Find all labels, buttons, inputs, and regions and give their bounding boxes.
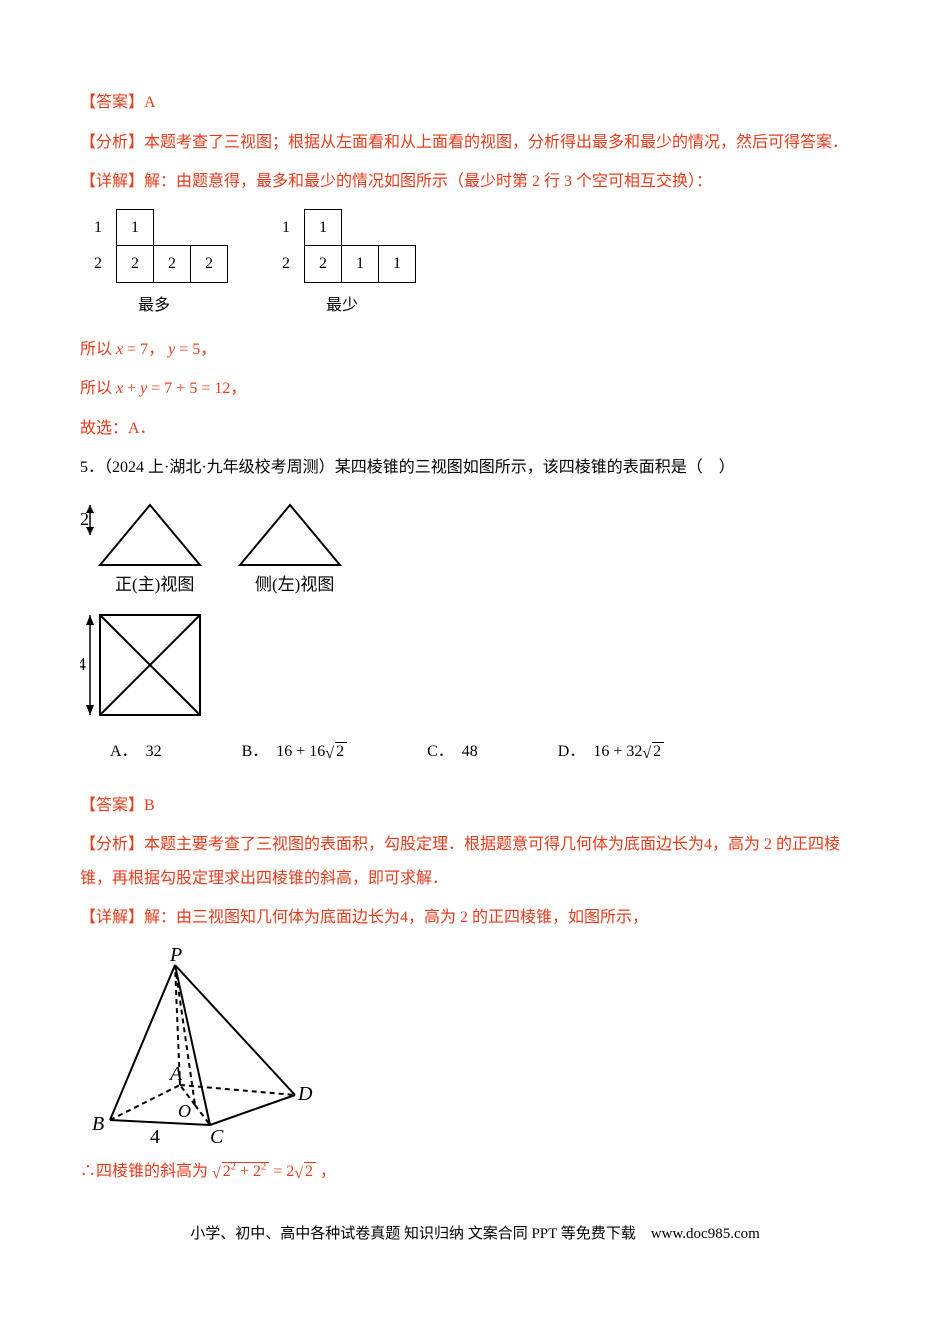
cell: 1 [117,209,154,246]
answer2-label: 【答案】 [80,797,144,814]
opt-b-label: B． [242,735,269,769]
detail-2: 【详解】解：由三视图知几何体为底面边长为4，高为 2 的正四棱锥，如图所示， [80,901,870,935]
detail-1: 【详解】解：由题意得，最多和最少的情况如图所示（最少时第 2 行 3 个空可相互… [80,165,870,199]
cell [342,209,379,246]
opt-d-prefix: 16 + 32 [593,743,642,760]
top-view: 4 [80,615,200,715]
grid-least: 1 1 2 2 1 1 [268,209,416,283]
cell [154,209,191,246]
answer-2: 【答案】B [80,789,870,823]
label-O: O [178,1101,191,1121]
label-B: B [92,1113,104,1135]
opt-a-val: 32 [146,735,162,769]
q5-src: （2024 上·湖北·九年级校考周测） [104,459,335,476]
cell: 2 [80,246,117,283]
detail-label: 【详解】 [80,173,144,190]
opt-a-label: A． [110,735,138,769]
opt-b-sqrt: 2 [335,742,347,760]
so-y-eq: y = 5 [168,341,200,358]
caption-least: 最少 [326,289,358,323]
so-sum-eq: x + y = 7 + 5 = 12 [116,380,230,397]
label-D: D [297,1083,313,1105]
opt-b-val: 16 + 16 2 [276,735,347,769]
so-x-suf: ， [148,341,164,358]
tables-row: 1 1 2 2 2 2 最多 1 1 [80,209,870,323]
slant-rad: 22 + 22 [222,1162,269,1180]
front-height: 2 [80,509,89,529]
answer2-value: B [144,797,155,814]
opt-d-sqrt: 2 [652,742,664,760]
slant-pre: ∴四棱锥的斜高为 [80,1163,208,1180]
cell: 1 [268,209,305,246]
grid-most: 1 1 2 2 2 2 [80,209,228,283]
slant-sqrt: 2 [304,1162,316,1180]
q5-num: 5． [80,459,104,476]
table-most: 1 1 2 2 2 2 最多 [80,209,228,323]
answer-1: 【答案】A [80,86,870,120]
so-y-suf: ， [200,341,216,358]
therefore-1: 故选：A． [80,412,870,446]
detail2-label: 【详解】 [80,909,144,926]
label-base: 4 [150,1126,160,1145]
analysis2-text: 本题主要考查了三视图的表面积，勾股定理．根据题意可得几何体为底面边长为4，高为 … [80,836,840,887]
opt-c-val: 48 [462,735,478,769]
pyramid-svg: P A B C D O 4 [80,945,320,1145]
label-P: P [169,945,182,966]
cell: 1 [379,246,416,283]
cell [191,209,228,246]
side-view: 侧(左)视图 [240,505,340,594]
slant-mid: = 2 [273,1163,294,1180]
answer-value: A [144,94,156,111]
analysis-2: 【分析】本题主要考查了三视图的表面积，勾股定理．根据题意可得几何体为底面边长为4… [80,828,870,895]
slant-expr: 22 + 22 = 2 2 [212,1163,320,1180]
analysis-text: 本题考查了三视图；根据从左面看和从上面看的视图，分析得出最多和最少的情况，然后可… [144,134,848,151]
option-a: A． 32 [110,735,162,769]
cell: 2 [305,246,342,283]
analysis2-label: 【分析】 [80,836,144,853]
side-label: 侧(左)视图 [255,575,334,594]
caption-most: 最多 [138,289,170,323]
cell: 2 [117,246,154,283]
cell: 2 [191,246,228,283]
detail2-text: 解：由三视图知几何体为底面边长为4，高为 2 的正四棱锥，如图所示， [144,909,648,926]
so-x-pre: 所以 [80,341,112,358]
q5-text: 某四棱锥的三视图如图所示，该四棱锥的表面积是（ ） [335,459,735,476]
cell: 2 [154,246,191,283]
opt-c-label: C． [427,735,454,769]
label-A: A [168,1063,183,1085]
front-view: 2 正(主)视图 [80,505,200,594]
pyramid-figure: P A B C D O 4 [80,945,870,1145]
analysis-1: 【分析】本题考查了三视图；根据从左面看和从上面看的视图，分析得出最多和最少的情况… [80,126,870,160]
opt-d-label: D． [558,735,586,769]
page-footer: 小学、初中、高中各种试卷真题 知识归纳 文案合同 PPT 等免费下载 www.d… [80,1219,870,1251]
analysis-label: 【分析】 [80,134,144,151]
cell: 2 [268,246,305,283]
cell [379,209,416,246]
table-least: 1 1 2 2 1 1 最少 [268,209,416,323]
opt-b-prefix: 16 + 16 [276,743,325,760]
label-C: C [210,1126,224,1145]
so-x-eq: x = 7 [116,341,148,358]
slant-suf: ， [320,1163,336,1180]
option-b: B． 16 + 16 2 [242,735,348,769]
cell: 1 [80,209,117,246]
cell: 1 [305,209,342,246]
option-c: C． 48 [427,735,478,769]
cell: 1 [342,246,379,283]
front-label: 正(主)视图 [115,575,194,594]
so-x: 所以 x = 7， y = 5， [80,333,870,367]
three-views: 2 正(主)视图 侧(左)视图 4 [80,495,870,725]
detail-text: 解：由题意得，最多和最少的情况如图所示（最少时第 2 行 3 个空可相互交换）： [144,173,712,190]
so-sum: 所以 x + y = 7 + 5 = 12， [80,372,870,406]
question-5: 5．（2024 上·湖北·九年级校考周测）某四棱锥的三视图如图所示，该四棱锥的表… [80,451,870,485]
answer-label: 【答案】 [80,94,144,111]
so-sum-suf: ， [230,380,246,397]
opt-d-val: 16 + 32 2 [593,735,664,769]
so-sum-pre: 所以 [80,380,112,397]
top-height: 4 [80,654,86,674]
slant-height: ∴四棱锥的斜高为 22 + 22 = 2 2 ， [80,1155,870,1189]
options-row: A． 32 B． 16 + 16 2 C． 48 D． 16 + 32 2 [110,735,870,769]
three-views-svg: 2 正(主)视图 侧(左)视图 4 [80,495,380,725]
option-d: D． 16 + 32 2 [558,735,664,769]
